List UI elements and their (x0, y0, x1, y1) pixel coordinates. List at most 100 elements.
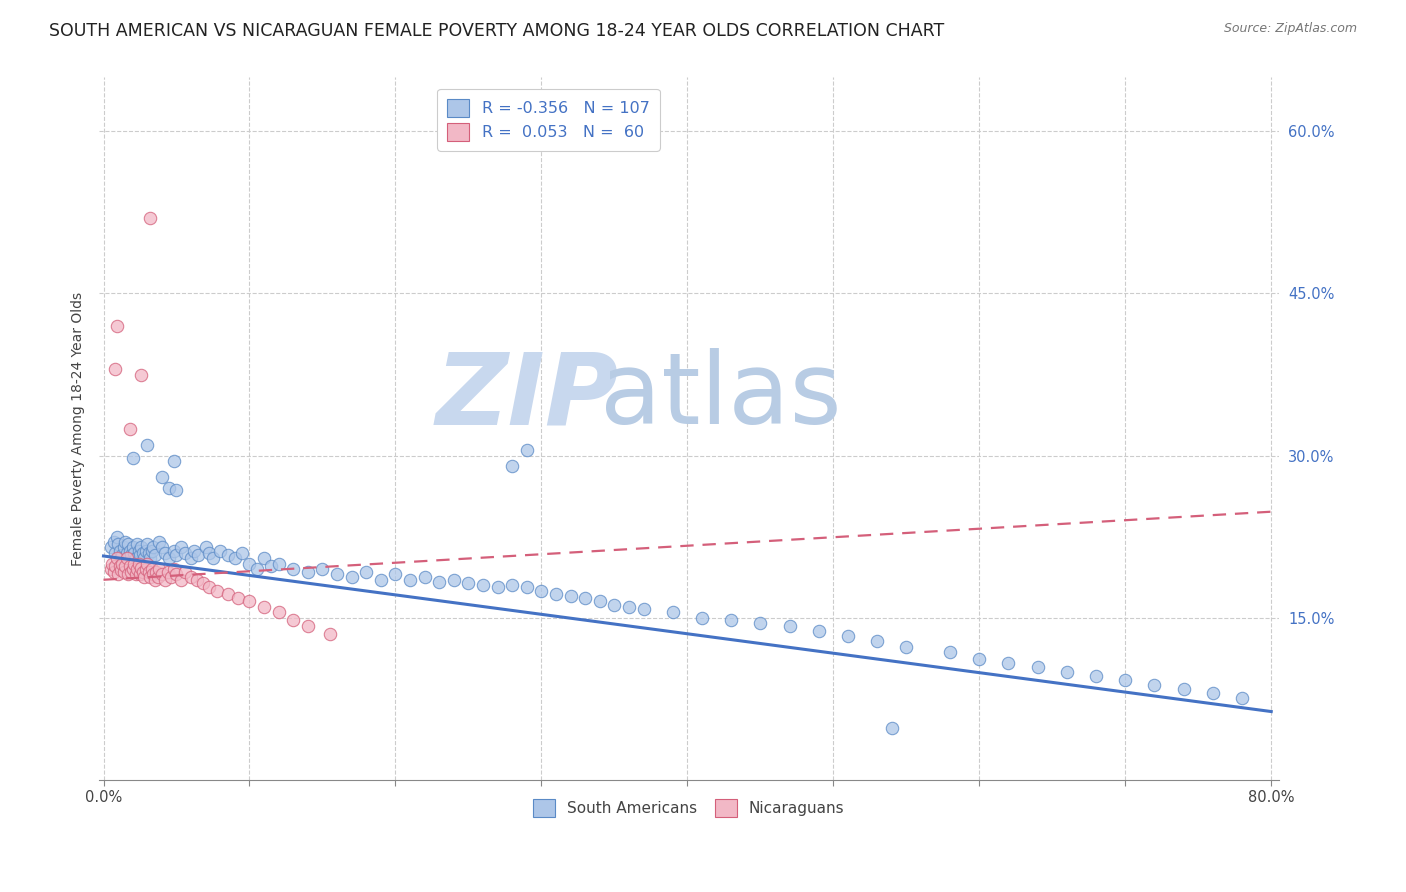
Point (238, 557, 260, 571)
Point (197, 546, 219, 560)
Point (749, 615, 772, 630)
Point (1143, 677, 1166, 691)
Y-axis label: Female Poverty Among 18-24 Year Olds: Female Poverty Among 18-24 Year Olds (72, 292, 86, 566)
Point (156, 565, 179, 579)
Point (880, 721, 903, 735)
Point (157, 551, 180, 566)
Point (100, 562, 122, 576)
Point (112, 565, 135, 579)
Point (125, 562, 148, 576)
Point (997, 656, 1019, 670)
Text: SOUTH AMERICAN VS NICARAGUAN FEMALE POVERTY AMONG 18-24 YEAR OLDS CORRELATION CH: SOUTH AMERICAN VS NICARAGUAN FEMALE POVE… (49, 22, 945, 40)
Point (413, 569, 436, 583)
Point (170, 541, 193, 555)
Point (231, 546, 253, 560)
Point (122, 546, 145, 560)
Point (121, 450, 143, 465)
Point (457, 576, 479, 591)
Point (443, 573, 465, 587)
Point (779, 619, 801, 633)
Point (110, 551, 132, 566)
Point (197, 580, 219, 594)
Point (111, 548, 134, 562)
Point (162, 562, 184, 576)
Point (896, 640, 918, 654)
Point (136, 537, 159, 551)
Point (129, 548, 152, 562)
Point (121, 541, 143, 555)
Legend: South Americans, Nicaraguans: South Americans, Nicaraguans (526, 792, 852, 824)
Point (141, 562, 163, 576)
Point (115, 546, 138, 560)
Point (118, 558, 141, 573)
Point (136, 438, 159, 452)
Point (690, 610, 713, 624)
Point (101, 557, 124, 571)
Point (516, 580, 538, 594)
Point (194, 541, 217, 555)
Point (104, 546, 127, 560)
Point (115, 551, 138, 566)
Point (104, 362, 127, 376)
Point (153, 546, 176, 560)
Point (326, 567, 349, 582)
Point (103, 535, 125, 549)
Point (260, 558, 283, 573)
Point (162, 543, 184, 558)
Point (384, 567, 406, 582)
Point (319, 627, 342, 641)
Point (217, 548, 239, 562)
Point (118, 421, 141, 435)
Point (150, 541, 173, 555)
Point (162, 454, 184, 468)
Point (135, 543, 157, 558)
Point (103, 565, 125, 579)
Point (166, 483, 188, 497)
Point (186, 573, 208, 587)
Point (283, 562, 305, 576)
Point (142, 541, 165, 555)
Point (530, 583, 553, 598)
Point (131, 368, 153, 382)
Point (134, 551, 156, 566)
Point (138, 546, 160, 560)
Point (183, 543, 205, 558)
Point (145, 565, 167, 579)
Point (132, 565, 155, 579)
Point (427, 574, 450, 589)
Point (472, 578, 495, 592)
Point (267, 605, 290, 619)
Point (1114, 673, 1136, 688)
Point (589, 594, 612, 608)
Point (399, 573, 422, 587)
Point (224, 551, 246, 566)
Point (143, 548, 166, 562)
Point (148, 562, 170, 576)
Point (107, 567, 129, 582)
Point (107, 537, 129, 551)
Point (118, 543, 141, 558)
Point (633, 602, 655, 616)
Point (253, 551, 276, 566)
Point (939, 645, 962, 659)
Point (141, 543, 163, 558)
Point (117, 567, 139, 582)
Point (114, 558, 136, 573)
Point (238, 594, 260, 608)
Point (124, 567, 146, 582)
Point (187, 548, 209, 562)
Point (544, 587, 567, 601)
Point (159, 569, 181, 583)
Point (174, 565, 197, 579)
Point (153, 573, 176, 587)
Point (150, 470, 173, 484)
Point (837, 629, 859, 643)
Point (340, 569, 363, 583)
Point (1026, 660, 1049, 674)
Point (174, 546, 197, 560)
Point (166, 567, 188, 582)
Point (1085, 669, 1108, 683)
Point (516, 443, 538, 458)
Point (124, 551, 146, 566)
Point (108, 543, 131, 558)
